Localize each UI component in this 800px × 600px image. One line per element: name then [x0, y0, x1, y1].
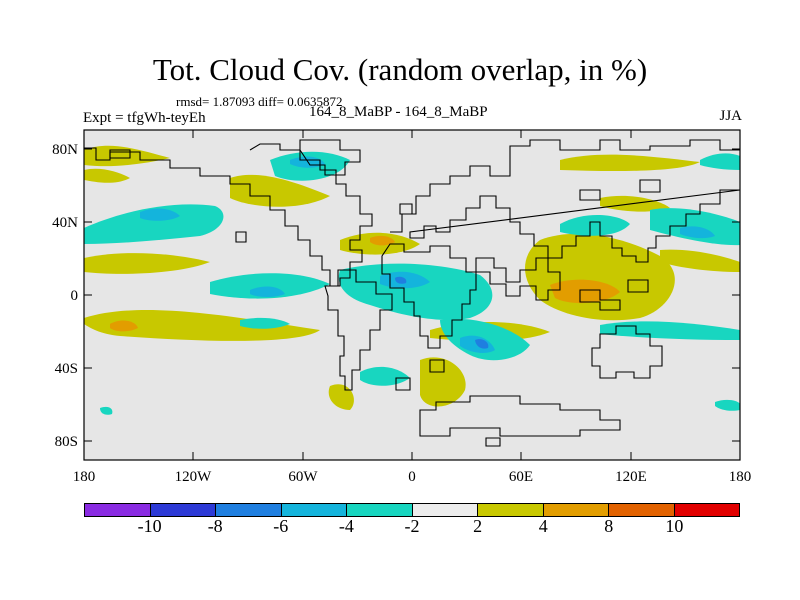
- y-tick-labels: 80N 40N 0 40S 80S: [52, 142, 78, 450]
- x-tick-marks: [83, 130, 741, 460]
- colorbar-swatch: [216, 504, 282, 516]
- y-tick-label: 40S: [55, 361, 78, 377]
- x-tick-label: 120W: [175, 469, 213, 485]
- colorbar-swatch: [150, 504, 216, 516]
- colorbar-label: 10: [665, 516, 684, 536]
- very-negative-spots: [395, 276, 489, 349]
- colorbar-swatch: [281, 504, 347, 516]
- x-tick-labels: 180 120W 60W 0 60E 120E 180: [73, 469, 752, 485]
- colorbar-label: -4: [338, 516, 354, 536]
- colorbar-swatch: [543, 504, 609, 516]
- x-tick-label: 60E: [509, 469, 533, 485]
- x-tick-label: 120E: [615, 469, 647, 485]
- x-tick-label: 0: [408, 469, 416, 485]
- season-label: JJA: [719, 108, 742, 124]
- colorbar-labels: -10 -8 -6 -4 -2 2 4 8 10: [0, 516, 800, 540]
- colorbar-label: 4: [538, 516, 548, 536]
- colorbar-swatch: [85, 504, 151, 516]
- map-title: Tot. Cloud Cov. (random overlap, in %): [152, 52, 648, 87]
- colorbar-label: -8: [207, 516, 223, 536]
- y-tick-label: 80N: [52, 142, 78, 158]
- strong-positive-regions: [110, 235, 620, 332]
- experiment-label: Expt = tfgWh-teyEh: [83, 110, 206, 126]
- y-tick-label: 0: [71, 288, 79, 304]
- colorbar-swatch: [609, 504, 675, 516]
- colorbar: [84, 503, 740, 517]
- colorbar-swatch: [478, 504, 544, 516]
- colorbar-swatch: [347, 504, 413, 516]
- y-tick-label: 40N: [52, 215, 78, 231]
- anomaly-field: [84, 130, 740, 460]
- y-tick-label: 80S: [55, 434, 78, 450]
- colorbar-swatch: [674, 504, 739, 516]
- runs-label: 164_8_MaBP - 164_8_MaBP: [309, 104, 488, 120]
- colorbar-label: -2: [404, 516, 420, 536]
- y-tick-marks: [84, 148, 740, 442]
- coastlines: [84, 139, 740, 447]
- negative-regions: [84, 151, 740, 415]
- x-tick-label: 180: [729, 469, 752, 485]
- colorbar-swatch: [412, 504, 478, 516]
- colorbar-label: -10: [137, 516, 162, 536]
- colorbar-label: -6: [273, 516, 289, 536]
- colorbar-label: 2: [473, 516, 483, 536]
- stats-label: rmsd= 1.87093 diff= 0.0635872: [176, 94, 343, 109]
- colorbar-label: 8: [604, 516, 614, 536]
- x-tick-label: 60W: [288, 469, 318, 485]
- x-tick-label: 180: [73, 469, 96, 485]
